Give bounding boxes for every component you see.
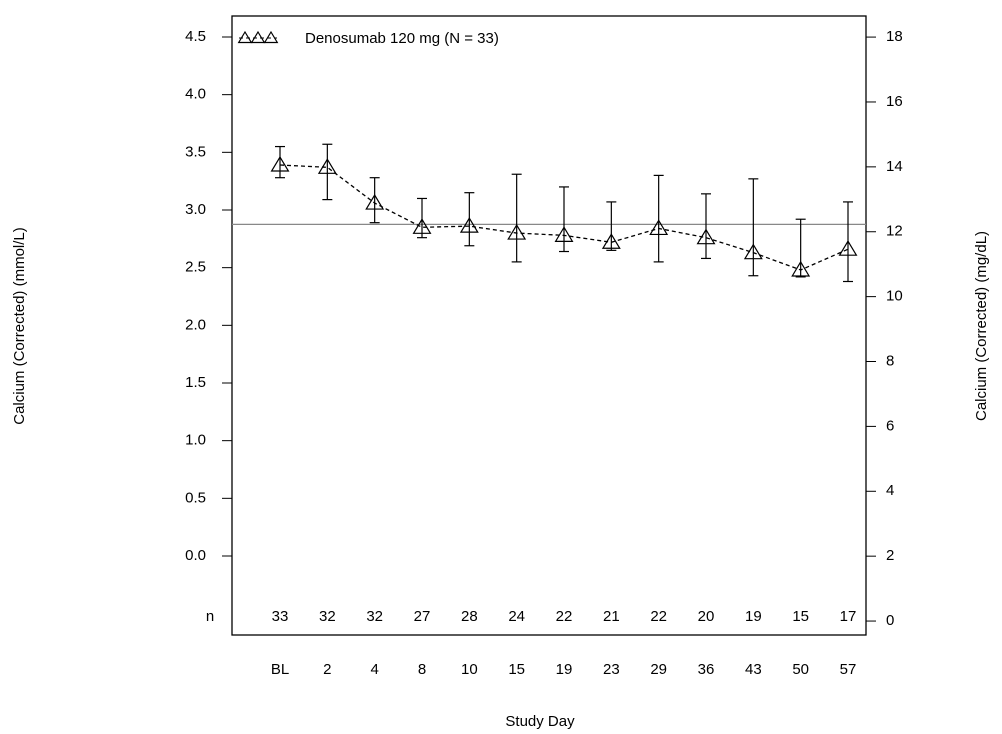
x-tick-label: 8 [418, 661, 426, 678]
marker [696, 228, 716, 245]
n-value: 22 [556, 608, 573, 625]
y2-axis-title: Calcium (Corrected) (mg/dL) [973, 231, 990, 421]
n-value: 21 [603, 608, 620, 625]
n-value: 24 [508, 608, 525, 625]
x-tick-label: 50 [792, 661, 809, 678]
marker [459, 216, 479, 233]
y-tick-label: 1.0 [185, 432, 206, 449]
y2-tick-label: 6 [886, 417, 894, 434]
x-tick-label: 57 [840, 661, 857, 678]
n-label: n [206, 608, 214, 625]
legend-marker [263, 30, 279, 44]
y-tick-label: 0.5 [185, 489, 206, 506]
n-value: 33 [272, 608, 289, 625]
marker [554, 226, 574, 242]
y2-tick-label: 18 [886, 28, 903, 45]
y2-tick-label: 14 [886, 158, 903, 175]
n-value: 32 [319, 608, 336, 625]
y2-tick-label: 16 [886, 93, 903, 110]
marker [412, 218, 432, 234]
legend-label: Denosumab 120 mg (N = 33) [305, 30, 499, 47]
y-tick-label: 2.5 [185, 259, 206, 276]
y-tick-label: 4.0 [185, 86, 206, 103]
n-value: 22 [650, 608, 667, 625]
x-tick-label: 19 [556, 661, 573, 678]
x-tick-label: BL [271, 661, 289, 678]
y2-tick-label: 4 [886, 482, 894, 499]
n-value: 32 [366, 608, 383, 625]
x-tick-label: 29 [650, 661, 667, 678]
x-tick-label: 15 [508, 661, 525, 678]
legend-marker [237, 30, 253, 44]
y-tick-label: 1.5 [185, 374, 206, 391]
legend-marker [250, 30, 266, 44]
n-value: 15 [792, 608, 809, 625]
y2-tick-label: 8 [886, 352, 894, 369]
plot-frame [231, 15, 867, 636]
marker [317, 158, 337, 174]
x-tick-label: 10 [461, 661, 478, 678]
n-value: 19 [745, 608, 762, 625]
x-axis-title: Study Day [505, 713, 575, 730]
y-tick-label: 3.0 [185, 201, 206, 218]
marker [743, 243, 763, 260]
y2-tick-label: 10 [886, 288, 903, 305]
x-tick-label: 4 [370, 661, 378, 678]
marker [791, 260, 811, 277]
marker [507, 223, 527, 240]
marker [838, 240, 858, 256]
y2-tick-label: 2 [886, 547, 894, 564]
n-value: 20 [698, 608, 715, 625]
y-tick-label: 2.0 [185, 316, 206, 333]
marker [649, 219, 669, 236]
y-tick-label: 0.0 [185, 547, 206, 564]
n-value: 27 [414, 608, 431, 625]
n-value: 28 [461, 608, 478, 625]
marker [270, 155, 290, 172]
y-tick-label: 3.5 [185, 143, 206, 160]
marker [365, 193, 385, 210]
x-tick-label: 2 [323, 661, 331, 678]
y-axis-title: Calcium (Corrected) (mmol/L) [11, 227, 28, 425]
n-value: 17 [840, 608, 857, 625]
y-tick-label: 4.5 [185, 28, 206, 45]
marker [601, 233, 621, 249]
x-tick-label: 23 [603, 661, 620, 678]
y2-tick-label: 0 [886, 612, 894, 629]
x-tick-label: 43 [745, 661, 762, 678]
y2-tick-label: 12 [886, 223, 903, 240]
x-tick-label: 36 [698, 661, 715, 678]
